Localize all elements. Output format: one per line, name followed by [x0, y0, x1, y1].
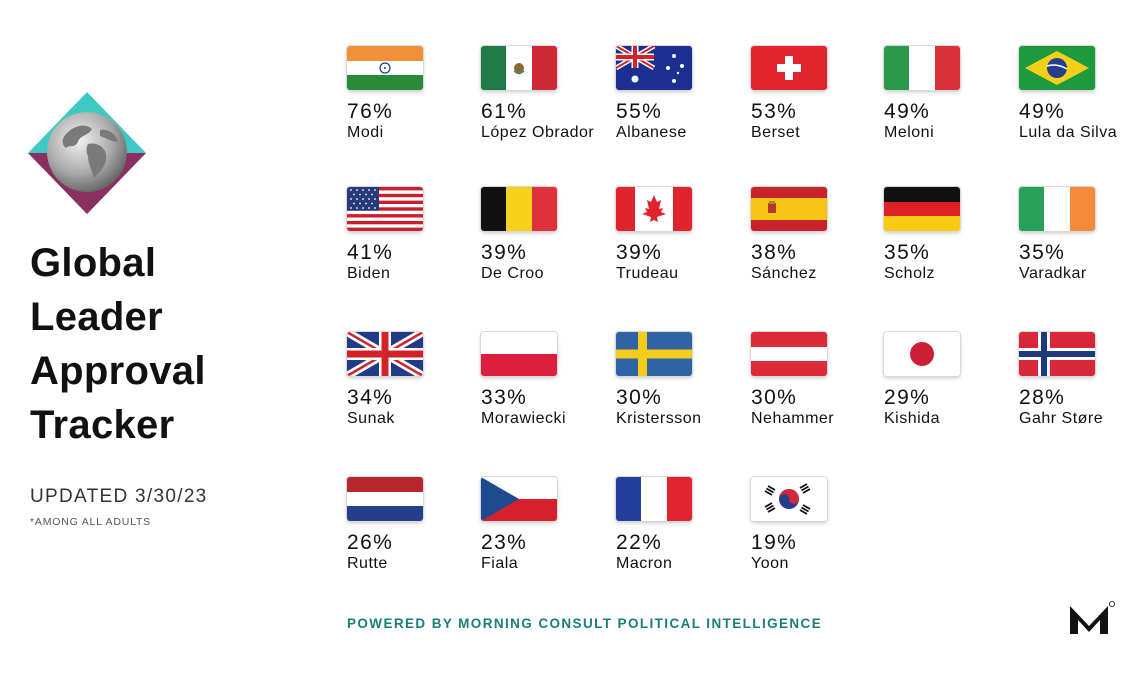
canada-flag-icon — [616, 187, 692, 231]
australia-flag-icon — [616, 46, 692, 90]
updated-date: UPDATED 3/30/23 — [30, 486, 208, 507]
title-line: Global — [30, 241, 157, 285]
approval-value: 26% — [347, 531, 394, 554]
leader-name: Macron — [616, 555, 673, 572]
leader-name: Morawiecki — [481, 410, 567, 427]
approval-value: 29% — [884, 386, 931, 409]
brazil-flag-icon — [1019, 46, 1095, 90]
approval-value: 35% — [884, 241, 931, 264]
south-korea-flag-icon — [751, 477, 827, 521]
approval-value: 19% — [751, 531, 798, 554]
india-flag-icon — [347, 46, 423, 90]
germany-flag-icon — [884, 187, 960, 231]
leader-name: Yoon — [751, 555, 789, 572]
leader-name: Modi — [347, 124, 384, 141]
approval-value: 30% — [616, 386, 663, 409]
leader-card: 30% Kristersson — [616, 332, 748, 428]
sweden-flag-icon — [616, 332, 692, 376]
leader-card: 33% Morawiecki — [481, 332, 613, 428]
approval-value: 38% — [751, 241, 798, 264]
leader-name: Varadkar — [1019, 265, 1087, 282]
italy-flag-icon — [884, 46, 960, 90]
leader-card: 29% Kishida — [884, 332, 1016, 428]
leader-card: 34% Sunak — [347, 332, 479, 428]
leader-card: 23% Fiala — [481, 477, 613, 573]
leader-name: Rutte — [347, 555, 388, 572]
netherlands-flag-icon — [347, 477, 423, 521]
leader-card: 61% López Obrador — [481, 46, 613, 142]
leader-name: Meloni — [884, 124, 935, 141]
leader-name: Kristersson — [616, 410, 702, 427]
approval-value: 76% — [347, 100, 394, 123]
globe-logo-icon — [28, 92, 146, 214]
leader-name: Nehammer — [751, 410, 835, 427]
approval-value: 35% — [1019, 241, 1066, 264]
leader-name: Gahr Støre — [1019, 410, 1104, 427]
approval-value: 53% — [751, 100, 798, 123]
approval-value: 41% — [347, 241, 394, 264]
spain-flag-icon — [751, 187, 827, 231]
leader-name: Sunak — [347, 410, 395, 427]
leader-name: Berset — [751, 124, 801, 141]
leader-name: Albanese — [616, 124, 687, 141]
approval-value: 34% — [347, 386, 394, 409]
france-flag-icon — [616, 477, 692, 521]
leader-name: Scholz — [884, 265, 936, 282]
switzerland-flag-icon — [751, 46, 827, 90]
leader-name: Lula da Silva — [1019, 124, 1118, 141]
page-title: Global Leader Approval Tracker — [30, 236, 206, 452]
approval-value: 30% — [751, 386, 798, 409]
leader-card: 39% De Croo — [481, 187, 613, 283]
leader-name: Trudeau — [616, 265, 679, 282]
uk-flag-icon — [347, 332, 423, 376]
leader-card: 19% Yoon — [751, 477, 883, 573]
approval-value: 39% — [481, 241, 528, 264]
leader-card: 30% Nehammer — [751, 332, 883, 428]
leader-card: 22% Macron — [616, 477, 748, 573]
approval-value: 22% — [616, 531, 663, 554]
leader-name: De Croo — [481, 265, 545, 282]
morning-consult-logo-icon — [1070, 601, 1116, 634]
leader-card: 28% Gahr Støre — [1019, 332, 1127, 428]
leader-card: 55% Albanese — [616, 46, 748, 142]
usa-flag-icon — [347, 187, 423, 231]
leader-card: 76% Modi — [347, 46, 479, 142]
norway-flag-icon — [1019, 332, 1095, 376]
leader-name: Biden — [347, 265, 391, 282]
poland-flag-icon — [481, 332, 557, 376]
czech-flag-icon — [481, 477, 557, 521]
approval-value: 23% — [481, 531, 528, 554]
leader-name: Kishida — [884, 410, 940, 427]
leader-name: López Obrador — [481, 124, 595, 141]
austria-flag-icon — [751, 332, 827, 376]
belgium-flag-icon — [481, 187, 557, 231]
approval-value: 39% — [616, 241, 663, 264]
leader-card: 39% Trudeau — [616, 187, 748, 283]
leader-card: 41% Biden — [347, 187, 479, 283]
leader-card: 35% Scholz — [884, 187, 1016, 283]
leader-card: 53% Berset — [751, 46, 883, 142]
approval-value: 61% — [481, 100, 528, 123]
ireland-flag-icon — [1019, 187, 1095, 231]
powered-by-footer: POWERED BY MORNING CONSULT POLITICAL INT… — [347, 616, 823, 631]
footnote: *AMONG ALL ADULTS — [30, 516, 151, 528]
leader-name: Fiala — [481, 555, 519, 572]
title-line: Leader — [30, 295, 163, 339]
leader-card: 26% Rutte — [347, 477, 479, 573]
title-line: Tracker — [30, 403, 175, 447]
leader-card: 49% Lula da Silva — [1019, 46, 1127, 142]
leader-name: Sánchez — [751, 265, 817, 282]
approval-value: 49% — [1019, 100, 1066, 123]
leader-card: 49% Meloni — [884, 46, 1016, 142]
leader-card: 35% Varadkar — [1019, 187, 1127, 283]
approval-value: 28% — [1019, 386, 1066, 409]
title-line: Approval — [30, 349, 206, 393]
approval-value: 33% — [481, 386, 528, 409]
japan-flag-icon — [884, 332, 960, 376]
leader-card: 38% Sánchez — [751, 187, 883, 283]
approval-value: 49% — [884, 100, 931, 123]
approval-value: 55% — [616, 100, 663, 123]
mexico-flag-icon — [481, 46, 557, 90]
